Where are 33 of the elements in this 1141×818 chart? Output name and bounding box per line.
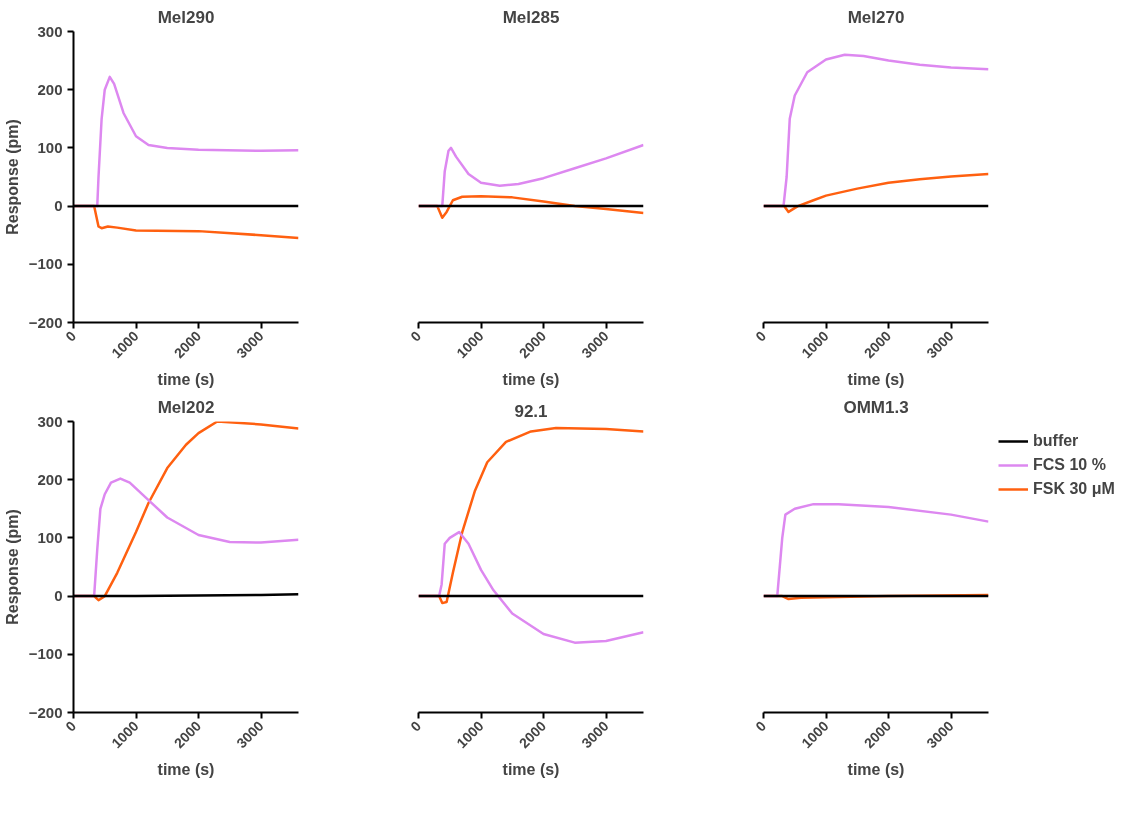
- y-tick-label: −100: [28, 255, 63, 273]
- y-tick-label: 0: [54, 587, 63, 605]
- x-axis-title: time (s): [502, 760, 560, 778]
- chart-title: Mel290: [157, 7, 215, 27]
- x-axis-title: time (s): [157, 370, 215, 388]
- y-tick-label: 100: [37, 138, 63, 156]
- y-axis-title: Response (pm): [3, 119, 21, 235]
- x-axis-title: time (s): [847, 760, 905, 778]
- legend-label: FCS 10 %: [1033, 456, 1106, 474]
- x-tick-label: 0: [407, 717, 425, 735]
- y-tick-label: −200: [28, 703, 63, 721]
- x-tick-label: 0: [752, 717, 770, 735]
- x-tick-label: 0: [407, 327, 425, 345]
- chart-title: OMM1.3: [843, 397, 909, 417]
- y-tick-label: 300: [37, 412, 63, 430]
- y-tick-label: −100: [28, 645, 63, 663]
- chart-title: Mel202: [157, 397, 215, 417]
- chart-title: Mel285: [502, 7, 560, 27]
- x-tick-label: 0: [752, 327, 770, 345]
- x-axis-title: time (s): [502, 370, 560, 388]
- y-tick-label: −200: [28, 313, 63, 331]
- chart-title: Mel270: [847, 7, 905, 27]
- legend-label: buffer: [1033, 432, 1079, 450]
- chart-title: 92.1: [514, 401, 548, 421]
- y-tick-label: 100: [37, 528, 63, 546]
- y-tick-label: 300: [37, 22, 63, 40]
- y-tick-label: 200: [37, 80, 63, 98]
- y-axis-title: Response (pm): [3, 509, 21, 625]
- y-tick-label: 200: [37, 470, 63, 488]
- x-axis-title: time (s): [157, 760, 215, 778]
- legend-label: FSK 30 μM: [1033, 480, 1115, 498]
- y-tick-label: 0: [54, 197, 63, 215]
- x-axis-title: time (s): [847, 370, 905, 388]
